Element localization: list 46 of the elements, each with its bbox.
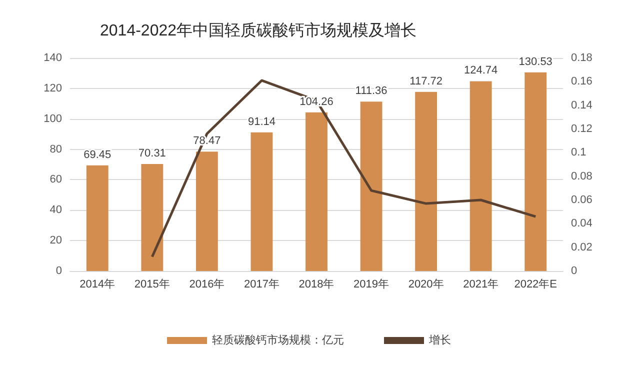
data-label: 117.72 — [410, 75, 442, 88]
y-tick-label: 60 — [50, 174, 62, 186]
data-label: 69.45 — [84, 148, 112, 161]
bar — [415, 92, 438, 271]
data-label: 111.36 — [355, 85, 388, 98]
bar — [306, 112, 328, 271]
x-tick-label: 2019年 — [354, 278, 390, 290]
y2-tick-label: 0.08 — [571, 170, 592, 182]
x-tick-label: 2017年 — [244, 278, 280, 290]
y-tick-label: 140 — [44, 52, 62, 64]
x-tick-label: 2014年 — [80, 278, 116, 290]
x-tick-label: 2018年 — [298, 278, 334, 290]
chart-title: 2014-2022年中国轻质碳酸钙市场规模及增长 — [100, 22, 417, 40]
bar — [250, 132, 273, 271]
x-tick-label: 2022年E — [514, 278, 558, 290]
legend-label: 轻质碳酸钙市场规模：亿元 — [212, 334, 344, 346]
y2-tick-label: 0.12 — [571, 123, 592, 135]
y2-tick-label: 0 — [571, 265, 578, 277]
y-tick-label: 80 — [50, 143, 62, 156]
data-label: 130.53 — [518, 56, 552, 68]
y2-tick-label: 0.04 — [571, 218, 592, 230]
data-label: 70.31 — [138, 148, 166, 160]
y-tick-label: 120 — [44, 82, 62, 94]
y-tick-label: 100 — [44, 112, 62, 125]
y2-tick-label: 0.1 — [571, 146, 586, 159]
legend-label: 增长 — [428, 334, 451, 346]
bar — [86, 165, 108, 271]
data-label: 91.14 — [248, 116, 276, 128]
y-tick-label: 0 — [56, 265, 62, 277]
x-tick-label: 2015年 — [134, 278, 170, 290]
x-tick-label: 2016年 — [189, 278, 225, 290]
y2-tick-label: 0.18 — [571, 52, 592, 64]
x-tick-label: 2020年 — [408, 278, 444, 290]
y-tick-label: 20 — [50, 234, 62, 247]
bar — [360, 102, 382, 271]
y2-tick-label: 0.06 — [571, 194, 592, 206]
y-tick-label: 40 — [50, 204, 62, 216]
y2-tick-label: 0.16 — [571, 76, 592, 88]
bar — [524, 72, 547, 271]
bar — [141, 164, 164, 271]
y2-tick-label: 0.02 — [571, 241, 592, 254]
data-label: 124.74 — [464, 64, 498, 77]
y2-tick-label: 0.14 — [571, 99, 592, 112]
bar — [470, 81, 492, 271]
x-tick-label: 2021年 — [463, 278, 499, 290]
bar — [196, 152, 218, 271]
